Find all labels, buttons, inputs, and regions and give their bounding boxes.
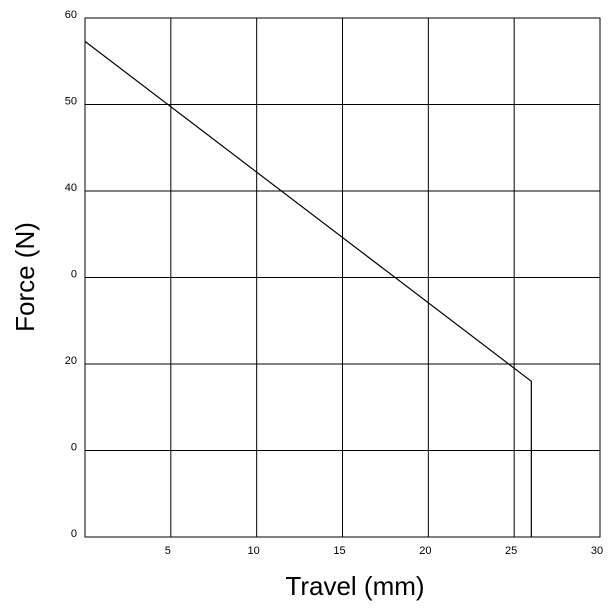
x-tick-label: 15 (333, 545, 345, 557)
y-tick-label: 60 (65, 9, 77, 21)
x-tick-label: 30 (591, 545, 603, 557)
y-tick-label: 40 (65, 182, 77, 194)
y-tick-label: 0 (71, 268, 77, 280)
x-tick-label: 5 (165, 545, 171, 557)
x-axis-title: Travel (mm) (285, 571, 424, 601)
x-tick-label: 20 (419, 545, 431, 557)
x-tick-label: 10 (248, 545, 260, 557)
y-tick-label: 50 (65, 95, 77, 107)
y-tick-label: 20 (65, 355, 77, 367)
y-axis-title: Force (N) (10, 222, 40, 332)
x-tick-label: 25 (505, 545, 517, 557)
y-tick-label: 0 (71, 528, 77, 540)
data-line (84, 40, 532, 537)
y-tick-label: 0 (71, 441, 77, 453)
